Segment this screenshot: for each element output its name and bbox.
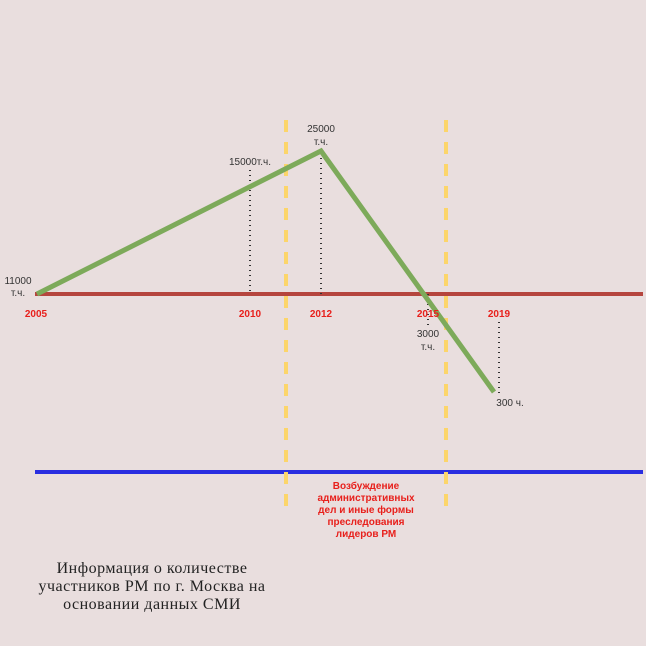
year: 2015 bbox=[417, 309, 440, 320]
point-label: 11000 bbox=[4, 276, 32, 287]
year: 2005 bbox=[25, 309, 48, 320]
year: 2019 bbox=[488, 309, 511, 320]
point-label: 25000 bbox=[307, 124, 335, 135]
annotation-line: дел и иные формы bbox=[318, 504, 414, 516]
caption: Информация о количестве участников РМ по… bbox=[38, 560, 265, 613]
annotation-line: административных bbox=[317, 493, 415, 504]
caption-line: участников РМ по г. Москва на bbox=[38, 578, 265, 595]
point-label: 15000т.ч. bbox=[229, 157, 271, 168]
annotation: Возбуждение административных дел и иные … bbox=[317, 480, 415, 540]
point-label: 300 ч. bbox=[496, 398, 523, 409]
year: 2012 bbox=[310, 309, 333, 320]
annotation-line: преследования bbox=[328, 517, 405, 528]
year: 2010 bbox=[239, 309, 262, 320]
point-label: 3000 bbox=[417, 329, 440, 340]
caption-line: Информация о количестве bbox=[57, 560, 248, 577]
point-label: т.ч. bbox=[421, 342, 435, 353]
caption-line: основании данных СМИ bbox=[63, 596, 241, 613]
point-label: т.ч. bbox=[11, 288, 25, 299]
annotation-line: лидеров РМ bbox=[336, 529, 396, 540]
trend-line bbox=[35, 147, 497, 394]
annotation-line: Возбуждение bbox=[333, 480, 400, 492]
point-label: т.ч. bbox=[314, 137, 328, 148]
